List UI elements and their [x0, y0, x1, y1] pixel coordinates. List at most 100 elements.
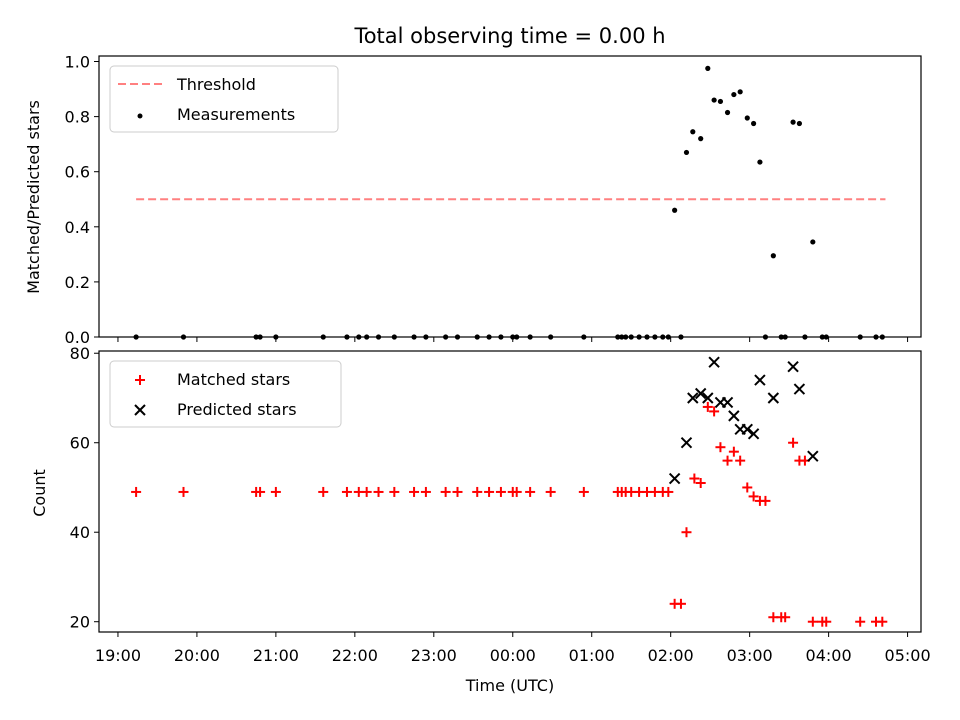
bottom-panel-marks	[131, 356, 888, 627]
top-legend-box	[109, 65, 339, 133]
matched-star-point	[472, 486, 483, 497]
matched-star-point	[877, 616, 888, 627]
legend-matched-label: Matched stars	[177, 370, 290, 389]
predicted-star-point	[680, 437, 693, 449]
measurement-point	[737, 89, 743, 95]
x-tick-label: 19:00	[95, 646, 141, 665]
measurement-point	[731, 91, 737, 98]
bottom-legend: Matched stars Predicted stars	[109, 360, 342, 428]
matched-star-point	[270, 486, 281, 497]
matched-star-point	[131, 486, 142, 497]
predicted-star-point	[668, 472, 681, 485]
measurement-point	[810, 239, 816, 245]
top-x-ticks	[117, 337, 909, 342]
top-y-ticks: 0.0 0.2 0.4 0.6 0.8 1.0	[65, 53, 99, 347]
top-panel: 0.0 0.2 0.4 0.6 0.8 1.0 Matched/Predicted sta…	[24, 53, 922, 347]
bottom-y-axis-label: Count	[30, 469, 49, 517]
matched-star-point	[788, 437, 799, 448]
matched-star-point	[742, 482, 753, 493]
matched-star-point	[735, 455, 746, 466]
matched-star-point	[389, 486, 400, 497]
matched-star-point	[440, 486, 451, 497]
matched-star-point	[681, 527, 692, 538]
bottom-x-ticks: 19:00 20:00 21:00 22:00 23:00 00:00 01:00 02:00…	[95, 632, 931, 665]
matched-star-point	[341, 486, 352, 497]
predicted-star-point	[687, 392, 699, 404]
x-tick-label: 23:00	[411, 646, 457, 665]
legend-matched-swatch	[135, 375, 145, 385]
matched-star-point	[525, 486, 536, 497]
legend-measurements-swatch	[137, 113, 143, 119]
legend-predicted-label: Predicted stars	[177, 400, 297, 419]
matched-star-point	[420, 486, 431, 497]
matched-star-point	[452, 486, 463, 497]
bottom-y-tick-label: 40	[70, 523, 90, 542]
matched-star-point	[675, 598, 686, 609]
legend-threshold-label: Threshold	[176, 75, 256, 94]
chart-title: Total observing time = 0.00 h	[353, 24, 665, 48]
measurement-point	[711, 97, 717, 103]
measurement-point	[717, 98, 724, 105]
matched-star-point	[695, 477, 706, 488]
x-tick-label: 01:00	[569, 646, 615, 665]
top-y-axis-label: Matched/Predicted stars	[24, 100, 43, 294]
matched-star-point	[728, 446, 739, 457]
matched-star-point	[255, 486, 266, 497]
predicted-star-point	[702, 392, 714, 404]
legend-predicted-swatch	[134, 404, 146, 416]
predicted-star-point	[754, 374, 766, 386]
legend-matched-marker	[135, 375, 145, 385]
measurement-point	[698, 136, 704, 142]
predicted-star-point	[807, 450, 819, 462]
legend-predicted-marker	[134, 404, 146, 416]
top-y-tick-label: 1.0	[65, 53, 90, 72]
matched-star-point	[318, 486, 329, 497]
predicted-star-point	[721, 396, 734, 409]
matched-star-point	[821, 616, 832, 627]
bottom-panel: 20 40 60 80 19:00 20:00 21:00 22:00 23:00 00:00 0…	[30, 344, 931, 695]
matched-star-point	[663, 486, 674, 497]
predicted-star-point	[694, 387, 707, 400]
top-y-tick-label: 0.2	[65, 273, 90, 292]
x-tick-label: 02:00	[648, 646, 694, 665]
measurement-point	[757, 159, 763, 165]
top-y-tick-label: 0.6	[65, 163, 90, 182]
top-legend: Threshold Measurements	[109, 65, 339, 133]
predicted-star-point	[747, 428, 760, 440]
x-tick-label: 04:00	[806, 646, 852, 665]
matched-star-point	[484, 486, 495, 497]
matched-star-point	[748, 491, 759, 502]
matched-star-point	[715, 442, 726, 453]
matched-star-point	[409, 486, 420, 497]
measurement-point	[724, 109, 731, 116]
matched-star-point	[373, 486, 384, 497]
matched-star-point	[689, 473, 700, 484]
x-tick-label: 20:00	[174, 646, 220, 665]
x-tick-label: 22:00	[332, 646, 378, 665]
matched-star-point	[722, 455, 733, 466]
measurement-point	[796, 120, 802, 127]
measurement-point	[683, 149, 690, 156]
bottom-y-tick-label: 80	[70, 344, 90, 363]
top-y-tick-label: 0.0	[65, 328, 90, 347]
x-tick-label: 00:00	[490, 646, 536, 665]
measurement-point	[790, 119, 796, 125]
measurement-point	[744, 115, 750, 121]
predicted-star-point	[728, 410, 740, 422]
measurement-point	[690, 129, 696, 135]
bottom-legend-box	[109, 360, 342, 428]
x-tick-label: 21:00	[253, 646, 299, 665]
predicted-star-point	[793, 383, 806, 395]
matched-star-point	[578, 486, 589, 497]
matched-star-point	[807, 616, 818, 627]
matched-star-point	[702, 401, 713, 412]
matched-star-point	[709, 406, 720, 417]
bottom-y-tick-label: 60	[70, 434, 90, 453]
matched-star-point	[178, 486, 189, 497]
measurement-point	[750, 120, 757, 127]
bottom-y-tick-label: 20	[70, 613, 90, 632]
matched-star-point	[511, 486, 522, 497]
predicted-star-point	[708, 356, 720, 368]
predicted-star-point	[787, 360, 799, 373]
measurement-point	[672, 207, 678, 213]
